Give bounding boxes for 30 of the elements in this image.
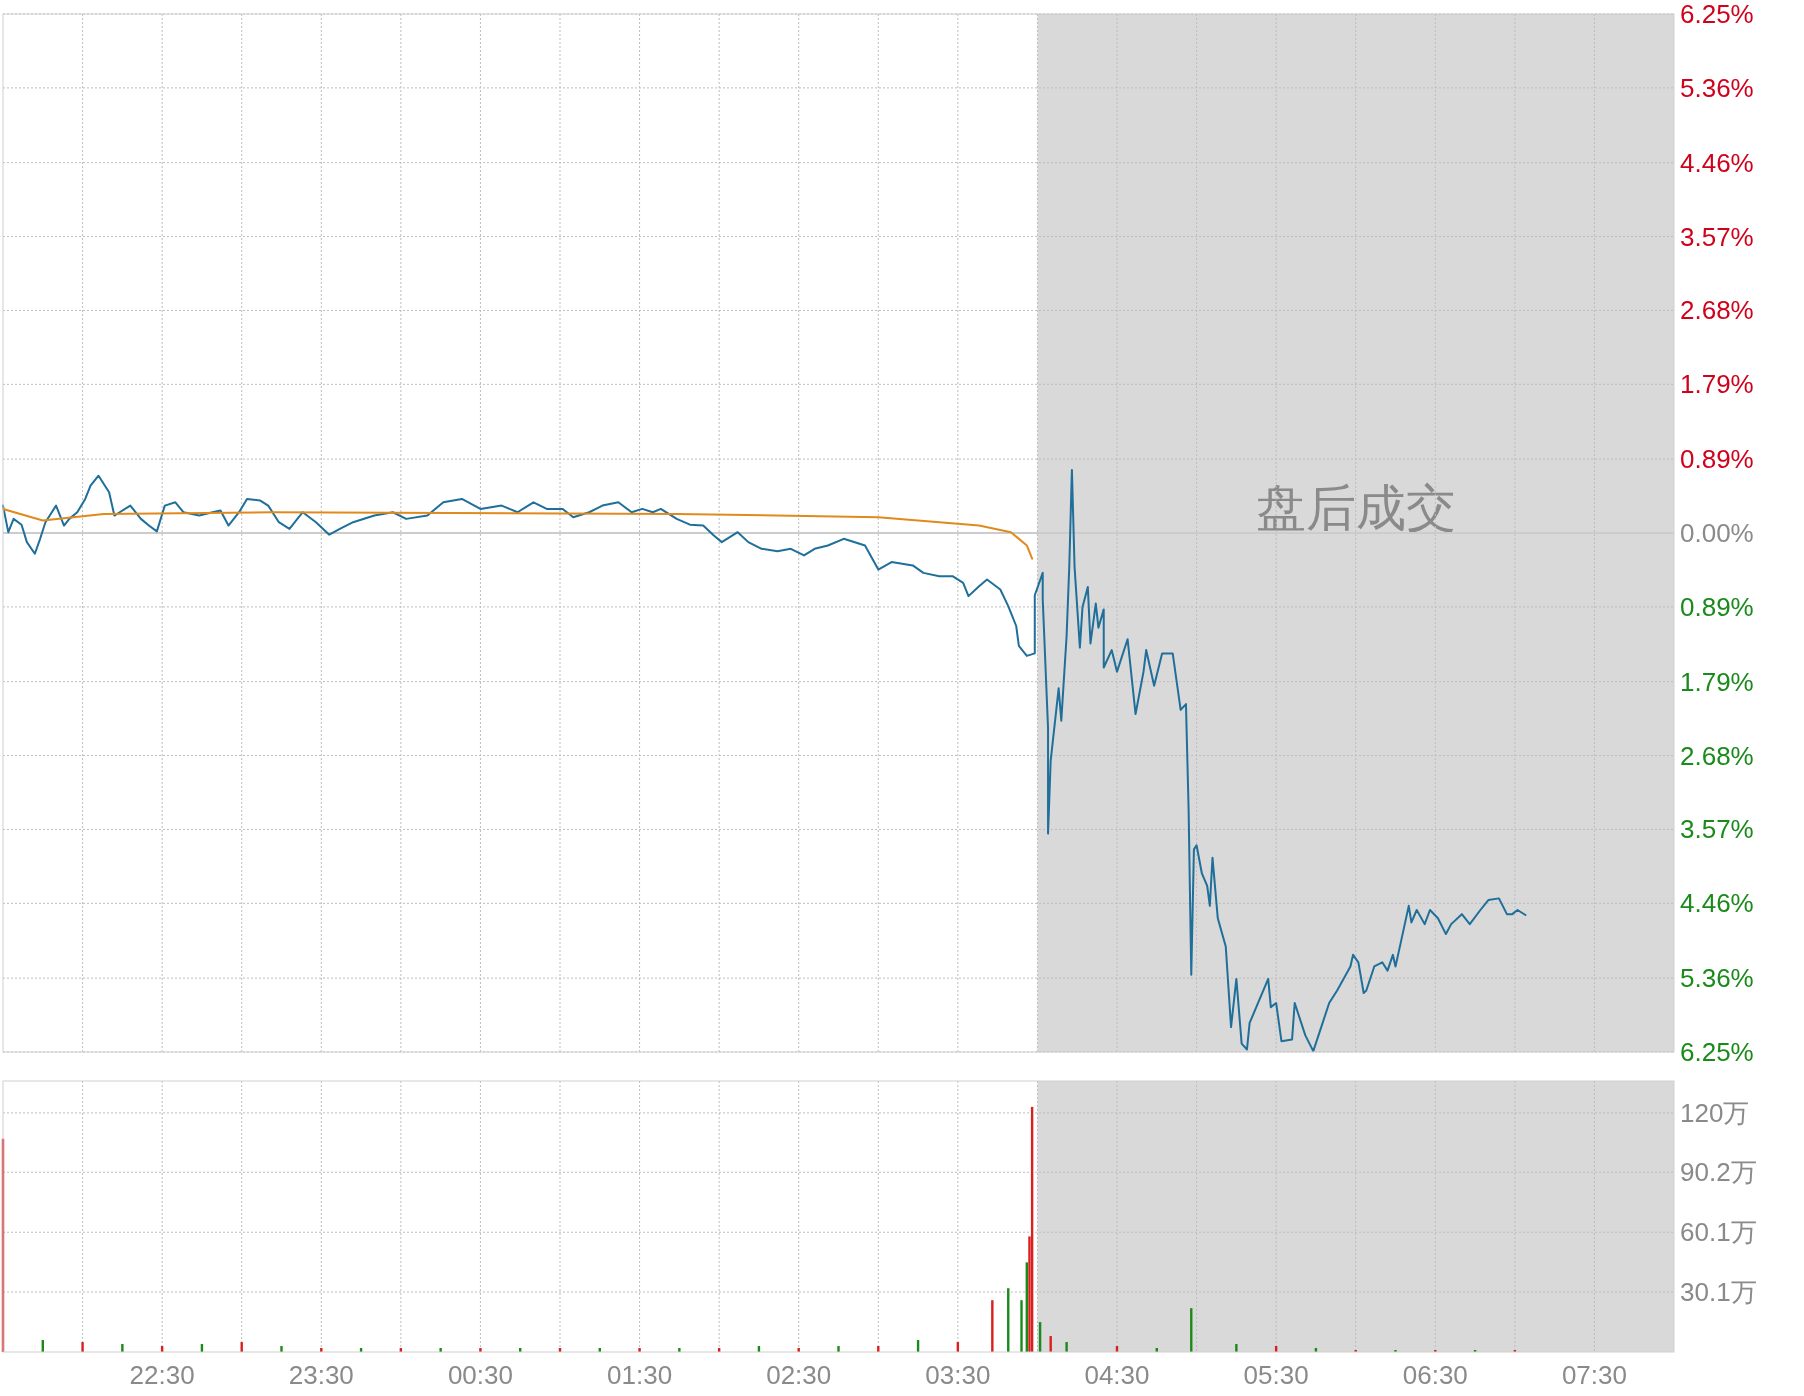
x-tick-label: 04:30 — [1084, 1360, 1150, 1390]
x-tick-label: 03:30 — [925, 1360, 991, 1390]
y-tick-label: 2.68% — [1680, 295, 1754, 326]
x-tick-label: 02:30 — [766, 1360, 832, 1390]
y-tick-label: 6.25% — [1680, 1037, 1754, 1067]
y-tick-label: 1.79% — [1680, 369, 1754, 400]
x-tick-label: 07:30 — [1561, 1360, 1627, 1390]
x-tick-label: 23:30 — [288, 1360, 354, 1390]
x-tick-label: 01:30 — [607, 1360, 673, 1390]
y-tick-label: 0.89% — [1680, 444, 1754, 475]
y-tick-label: 5.36% — [1680, 963, 1754, 994]
x-tick-label: 00:30 — [447, 1360, 513, 1390]
y-tick-label: 4.46% — [1680, 147, 1754, 178]
y-tick-label: 0.00% — [1680, 518, 1754, 548]
y-tick-label: 0.89% — [1680, 591, 1754, 622]
y-tick-label: 90.2万 — [1680, 1157, 1757, 1188]
y-tick-label: 6.25% — [1680, 0, 1754, 29]
y-tick-label: 3.57% — [1680, 221, 1754, 252]
y-tick-label: 1.79% — [1680, 666, 1754, 697]
y-tick-label: 2.68% — [1680, 740, 1754, 771]
y-tick-label: 5.36% — [1680, 72, 1754, 103]
y-tick-label: 30.1万 — [1680, 1277, 1757, 1308]
x-tick-label: 05:30 — [1243, 1360, 1309, 1390]
x-tick-label: 22:30 — [129, 1360, 195, 1390]
x-tick-label: 06:30 — [1402, 1360, 1468, 1390]
y-tick-label: 120万 — [1680, 1097, 1750, 1128]
band-label: 盘后成交 — [1255, 480, 1456, 536]
y-tick-label: 3.57% — [1680, 814, 1754, 845]
y-tick-label: 60.1万 — [1680, 1217, 1757, 1248]
y-tick-label: 4.46% — [1680, 888, 1754, 919]
